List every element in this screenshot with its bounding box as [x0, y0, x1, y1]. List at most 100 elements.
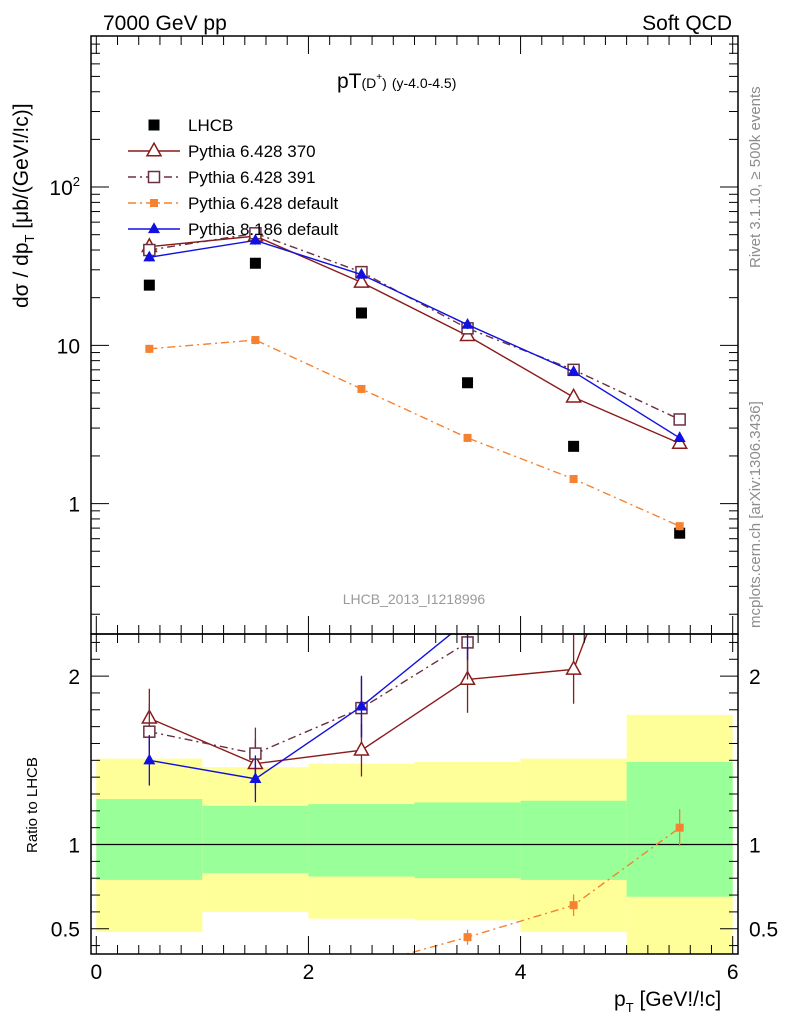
ratio-y-tick-label-left: 2	[68, 666, 80, 689]
data-point	[355, 267, 368, 279]
ratio-y-tick-label-left: 0.5	[51, 919, 80, 942]
legend-label: LHCB	[188, 116, 233, 135]
ratio-point	[463, 933, 472, 942]
band-inner	[96, 799, 203, 880]
ratio-point	[568, 502, 579, 513]
side-text-rivet: Rivet 3.1.10, ≥ 500k events	[747, 86, 764, 268]
chart-title: pT(D+) (y-4.0-4.5)	[337, 70, 456, 93]
ratio-y-tick-label-right: 0.5	[749, 919, 778, 942]
legend-entry: Pythia 6.428 391	[128, 168, 316, 187]
legend-entry: Pythia 6.428 370	[128, 141, 316, 161]
x-axis-label: pT [GeV!/!c]	[614, 988, 721, 1015]
data-point	[143, 250, 156, 262]
ratio-point	[569, 901, 578, 910]
ratio-point	[565, 660, 582, 675]
series-line	[149, 239, 681, 439]
legend-entry: LHCB	[148, 116, 233, 135]
legend-label: Pythia 6.428 default	[188, 194, 339, 213]
ratio-point	[673, 382, 687, 395]
data-point	[674, 527, 686, 539]
ratio-line	[149, 634, 588, 765]
legend-label: Pythia 6.428 370	[188, 142, 316, 161]
series-1	[141, 226, 688, 449]
ratio-y-axis-label: Ratio to LHCB	[24, 757, 41, 853]
data-point	[673, 431, 686, 443]
data-point	[353, 272, 370, 288]
title-charge: +	[376, 72, 382, 83]
ratio-point	[355, 699, 368, 711]
legend-marker	[150, 199, 158, 207]
ratio-point	[462, 614, 474, 625]
data-point	[565, 387, 582, 403]
ratio-point	[674, 333, 686, 344]
legend-entry: Pythia 6.428 default	[128, 194, 339, 213]
legend-label: Pythia 6.428 391	[188, 168, 316, 187]
title-close: )	[382, 75, 387, 91]
series-0	[143, 257, 686, 539]
legend-marker	[145, 141, 163, 157]
band-inner	[308, 804, 415, 877]
ratio-point	[143, 753, 156, 765]
band-inner	[202, 805, 309, 874]
series-line	[149, 232, 680, 421]
y-tick-label: 1	[68, 494, 80, 517]
ratio-series	[141, 132, 687, 954]
ratio-point	[675, 823, 684, 832]
band-inner	[520, 800, 627, 880]
x-tick-label: 2	[303, 961, 315, 984]
ratio-series-2	[403, 809, 684, 954]
ratio-series-3	[143, 333, 686, 803]
data-point	[567, 365, 580, 376]
legend-marker	[148, 119, 160, 131]
series-4	[143, 233, 686, 443]
y-tick-label: 10	[57, 335, 80, 358]
ratio-line	[149, 634, 476, 755]
data-point	[145, 344, 154, 353]
data-point	[249, 257, 261, 269]
series-line	[149, 339, 680, 527]
series-line	[149, 235, 680, 445]
legend-label: Pythia 8.186 default	[188, 220, 339, 239]
ratio-point	[674, 132, 685, 143]
legend-marker	[147, 170, 161, 184]
axes: 1 10 102 0.5 0.5 1 1 2 2 0 2 4 6	[49, 35, 778, 984]
ratio-y-tick-label-right: 1	[749, 835, 761, 858]
title-range: (y-4.0-4.5)	[392, 75, 457, 91]
ratio-line	[403, 827, 681, 954]
series-3	[145, 336, 684, 531]
x-tick-label: 0	[90, 961, 102, 984]
data-point	[461, 317, 474, 329]
y-axis-label: dσ / dpT [μb/(GeV!/!c)]	[10, 103, 37, 308]
data-point	[143, 279, 155, 291]
data-point	[249, 233, 262, 245]
data-point	[569, 475, 578, 484]
data-point	[355, 307, 367, 319]
legend: LHCB Pythia 6.428 370 Pythia 6.428 391 Pyth…	[128, 116, 339, 239]
data-point	[463, 433, 472, 442]
data-point	[568, 440, 580, 452]
ratio-point	[353, 740, 370, 756]
y-tick-label: 102	[49, 174, 80, 200]
data-point	[675, 522, 684, 531]
data-point	[673, 413, 686, 426]
x-tick-label: 6	[727, 961, 739, 984]
ratio-series-0	[141, 382, 687, 789]
x-tick-label: 4	[515, 961, 527, 984]
ratio-line	[149, 634, 453, 780]
legend-entry: Pythia 8.186 default	[128, 220, 339, 239]
legend-marker	[148, 222, 160, 234]
data-point	[251, 336, 260, 345]
header-left: 7000 GeV pp	[103, 12, 227, 35]
side-text-mcplots: mcplots.cern.ch [arXiv:1306.3436]	[747, 401, 764, 628]
title-main: pT	[337, 70, 362, 93]
data-point	[462, 377, 474, 389]
reference-label: LHCB_2013_I1218996	[343, 591, 486, 607]
title-particle: (D	[362, 75, 377, 91]
ratio-y-tick-label-right: 2	[749, 666, 761, 689]
ratio-y-tick-label-left: 1	[68, 835, 80, 858]
ratio-point	[249, 772, 262, 783]
band-inner	[414, 802, 521, 879]
main-series	[141, 226, 688, 539]
header-right: Soft QCD	[642, 12, 732, 35]
